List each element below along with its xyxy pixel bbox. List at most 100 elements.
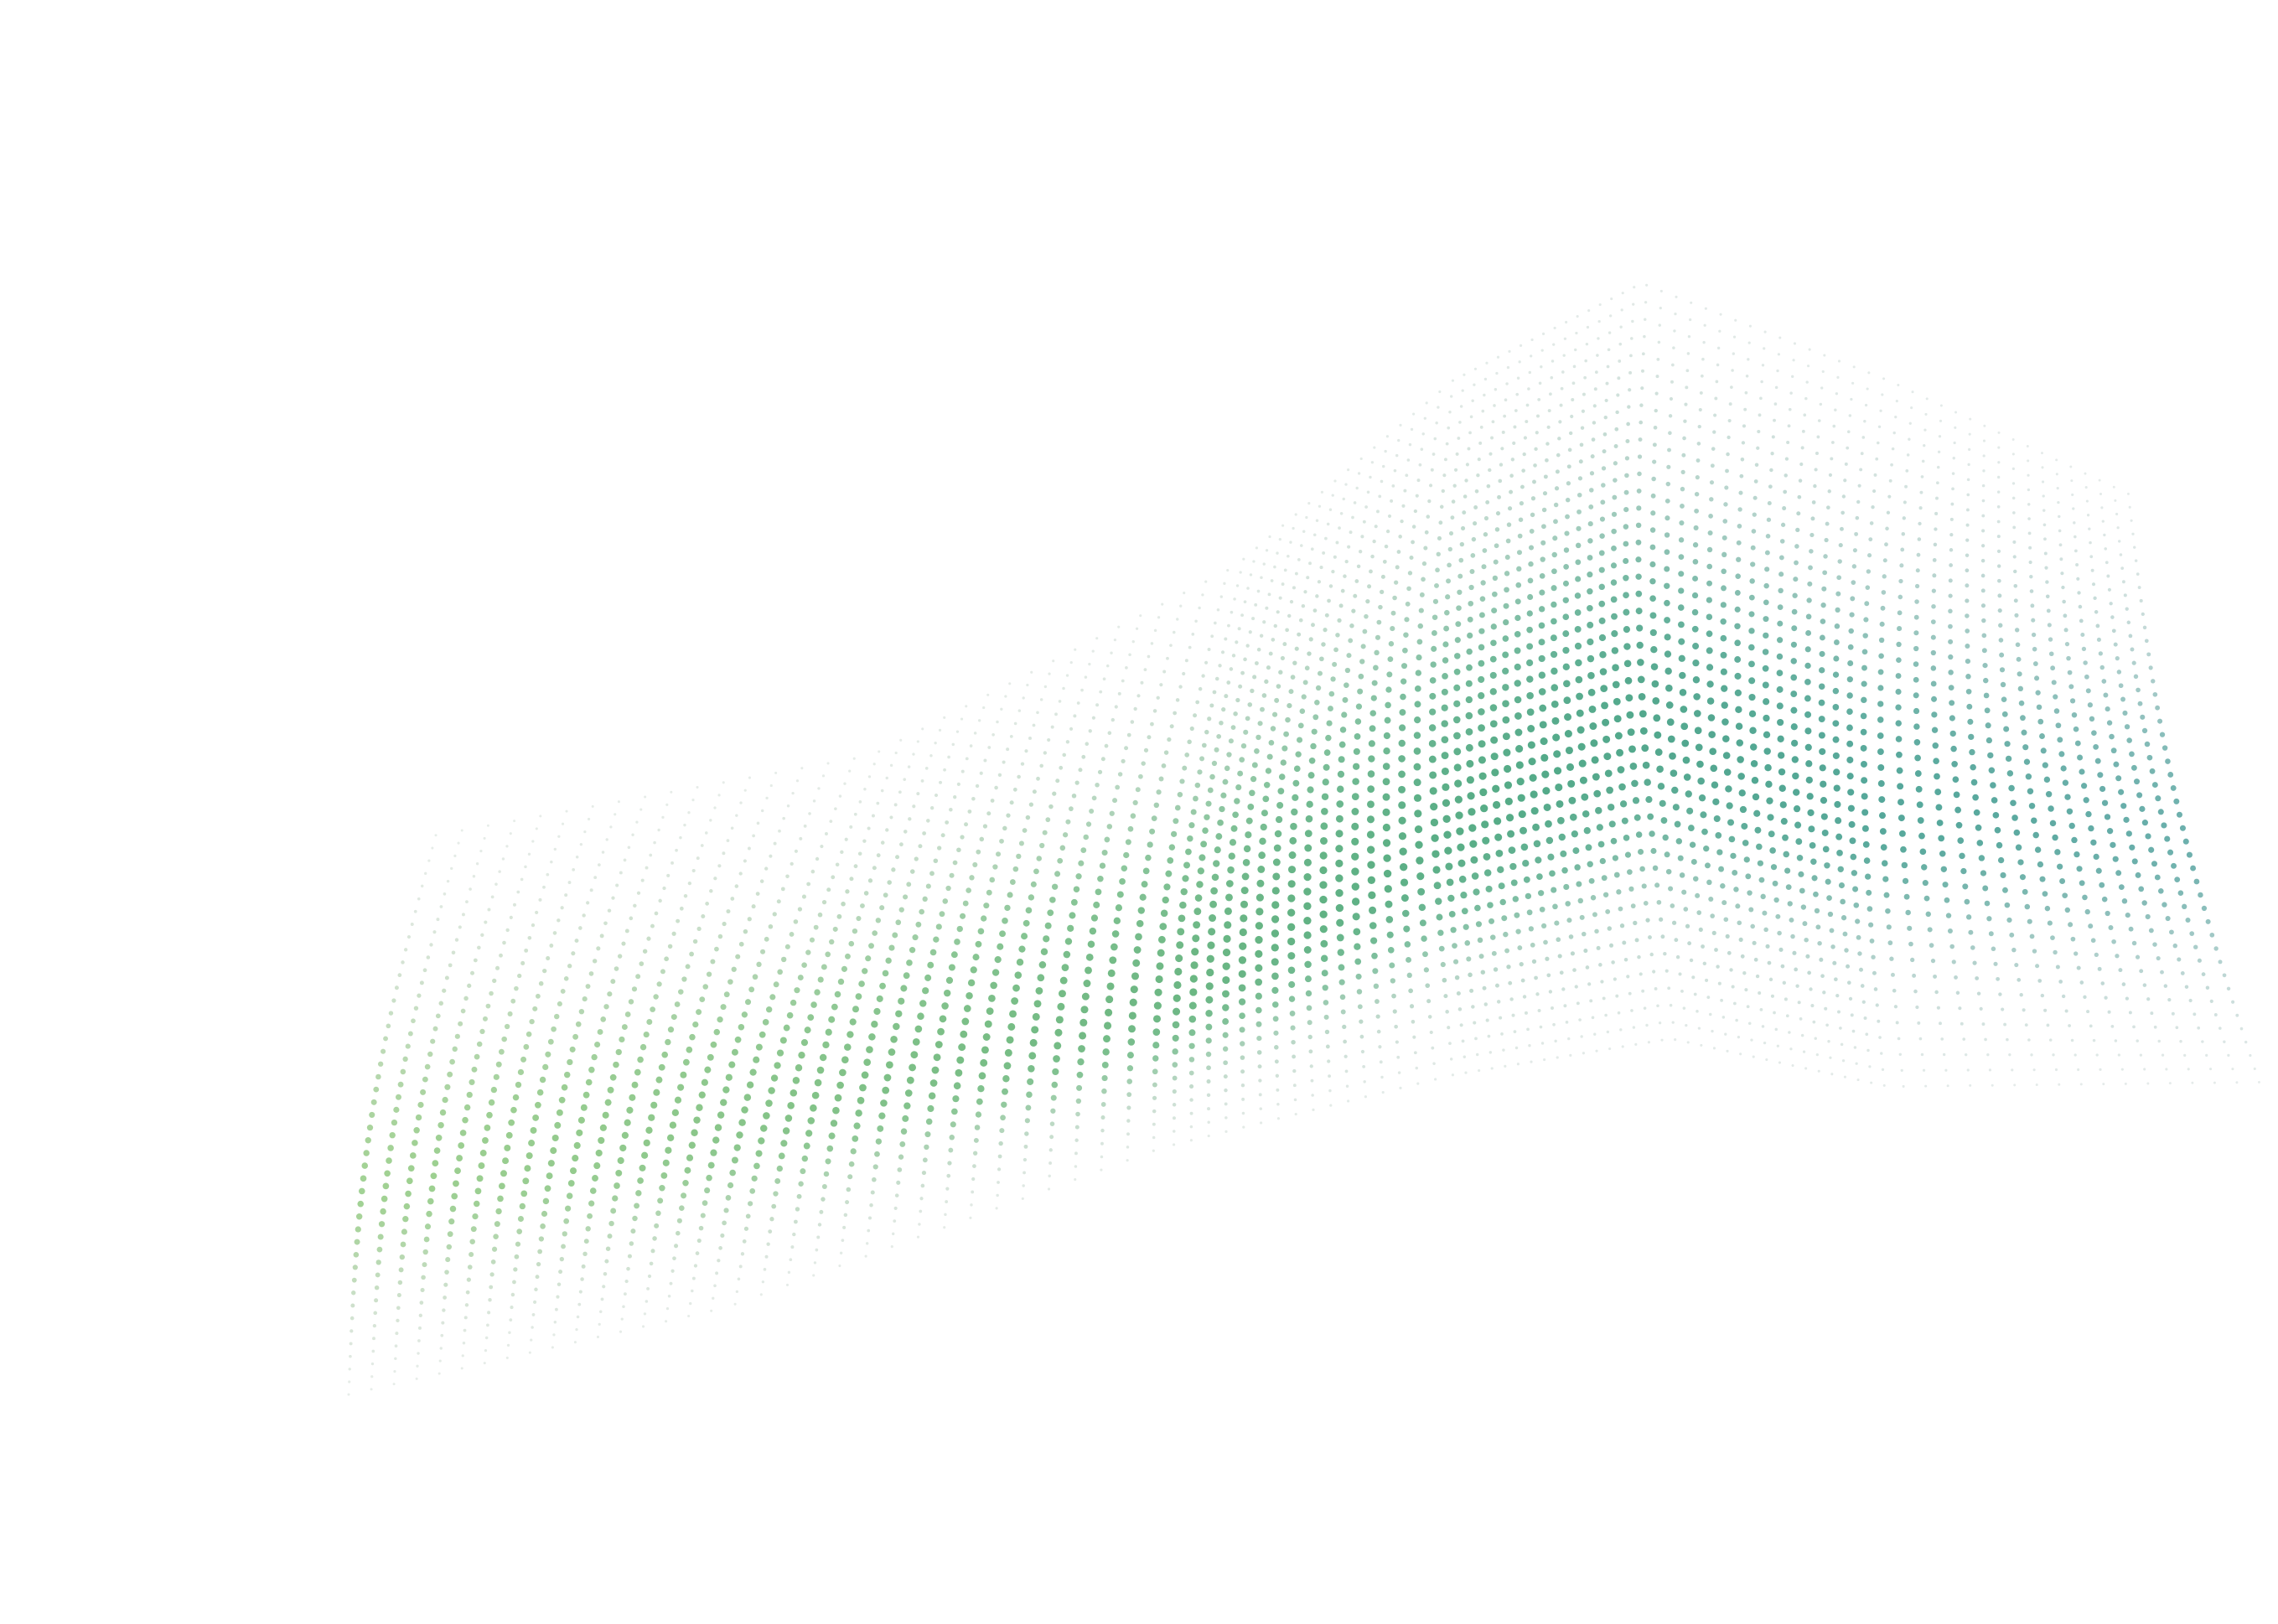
wave-dot bbox=[1453, 716, 1461, 724]
wave-dot bbox=[1829, 928, 1835, 934]
wave-dot bbox=[1809, 841, 1816, 849]
wave-dot bbox=[575, 1021, 582, 1027]
wave-dot bbox=[1068, 806, 1074, 812]
wave-dot bbox=[1844, 948, 1849, 953]
wave-dot bbox=[1074, 1125, 1079, 1130]
wave-dot bbox=[705, 831, 708, 835]
wave-dot bbox=[393, 1106, 400, 1113]
wave-dot bbox=[1311, 728, 1318, 735]
wave-dot bbox=[1276, 1103, 1280, 1106]
wave-dot bbox=[1287, 894, 1296, 903]
wave-dot bbox=[1520, 484, 1525, 489]
wave-dot bbox=[2235, 1013, 2239, 1017]
wave-dot bbox=[1973, 809, 1980, 816]
wave-dot bbox=[2168, 1082, 2172, 1085]
wave-dot bbox=[1254, 748, 1260, 754]
wave-dot bbox=[2087, 702, 2093, 708]
wave-dot bbox=[1601, 483, 1606, 488]
wave-dot bbox=[1339, 727, 1347, 733]
wave-dot bbox=[1275, 1073, 1280, 1078]
wave-dot bbox=[962, 900, 969, 907]
wave-dot bbox=[1370, 554, 1375, 559]
wave-dot bbox=[2155, 795, 2162, 802]
wave-dot bbox=[1608, 820, 1616, 828]
wave-dot bbox=[1738, 789, 1746, 797]
wave-dot bbox=[727, 1182, 734, 1189]
wave-dot bbox=[2079, 880, 2085, 887]
wave-dot bbox=[1566, 918, 1572, 923]
wave-dot bbox=[1758, 990, 1762, 996]
wave-dot bbox=[1245, 831, 1252, 839]
wave-dot bbox=[1692, 659, 1700, 667]
wave-dot bbox=[1741, 441, 1746, 445]
wave-dot bbox=[1622, 940, 1627, 945]
wave-dot bbox=[897, 1167, 903, 1172]
wave-dot bbox=[504, 1144, 511, 1151]
wave-dot bbox=[1073, 714, 1077, 718]
wave-dot bbox=[674, 1096, 682, 1104]
wave-dot bbox=[1552, 903, 1558, 910]
wave-dot bbox=[1201, 742, 1207, 748]
wave-dot bbox=[1576, 525, 1582, 531]
wave-dot bbox=[1509, 489, 1514, 494]
wave-dot bbox=[2172, 943, 2178, 949]
wave-dot bbox=[1159, 923, 1167, 930]
wave-dot bbox=[1699, 390, 1703, 395]
wave-dot bbox=[377, 1234, 384, 1240]
wave-dot bbox=[1837, 359, 1841, 363]
wave-dot bbox=[417, 1339, 421, 1342]
wave-dot bbox=[830, 1120, 838, 1127]
wave-dot bbox=[1797, 494, 1802, 499]
wave-dot bbox=[783, 1024, 790, 1032]
wave-dot bbox=[803, 824, 807, 828]
wave-dot bbox=[955, 1068, 963, 1077]
wave-dot bbox=[1406, 458, 1411, 462]
wave-dot bbox=[1398, 816, 1406, 825]
wave-dot bbox=[1304, 975, 1312, 983]
wave-dot bbox=[1467, 632, 1473, 639]
wave-dot bbox=[1147, 841, 1153, 848]
wave-dot bbox=[1257, 1064, 1262, 1069]
wave-dot bbox=[1604, 398, 1608, 403]
wave-dot bbox=[1155, 975, 1163, 984]
wave-dot bbox=[1711, 1029, 1714, 1033]
wave-dot bbox=[1719, 313, 1722, 316]
wave-dot bbox=[1611, 630, 1618, 638]
wave-dot bbox=[1764, 566, 1770, 572]
wave-dot bbox=[1530, 354, 1533, 358]
wave-dot bbox=[1830, 944, 1835, 949]
wave-dot bbox=[865, 1242, 869, 1245]
wave-dot bbox=[1441, 489, 1445, 494]
wave-dot bbox=[640, 878, 645, 882]
wave-dot bbox=[2058, 529, 2062, 533]
wave-dot bbox=[1429, 1030, 1433, 1035]
wave-dot bbox=[1504, 948, 1510, 954]
wave-dot bbox=[1249, 789, 1255, 797]
wave-dot bbox=[1308, 1049, 1313, 1054]
wave-dot bbox=[2027, 788, 2034, 794]
wave-dot bbox=[2197, 1026, 2201, 1030]
wave-dot bbox=[2006, 1037, 2009, 1042]
wave-dot bbox=[1335, 859, 1344, 867]
wave-dot bbox=[1724, 1032, 1727, 1036]
wave-dot bbox=[1586, 325, 1590, 329]
wave-dot bbox=[1463, 494, 1468, 499]
wave-dot bbox=[876, 995, 883, 1002]
wave-dot bbox=[828, 1016, 836, 1023]
wave-dot bbox=[1583, 375, 1587, 380]
wave-dot bbox=[1568, 796, 1576, 804]
wave-dot bbox=[1872, 489, 1877, 494]
wave-dot bbox=[2205, 918, 2211, 924]
wave-dot bbox=[1540, 365, 1543, 369]
wave-dot bbox=[1152, 1122, 1156, 1126]
wave-dot bbox=[1336, 934, 1344, 942]
wave-dot bbox=[2012, 540, 2017, 544]
wave-dot bbox=[1533, 463, 1537, 468]
wave-dot bbox=[1504, 764, 1512, 773]
wave-dot bbox=[831, 1003, 838, 1011]
wave-dot bbox=[856, 916, 862, 922]
wave-dot bbox=[1551, 601, 1557, 608]
wave-dot bbox=[1674, 820, 1681, 828]
wave-dot bbox=[439, 1347, 443, 1350]
wave-dot bbox=[922, 1157, 928, 1163]
